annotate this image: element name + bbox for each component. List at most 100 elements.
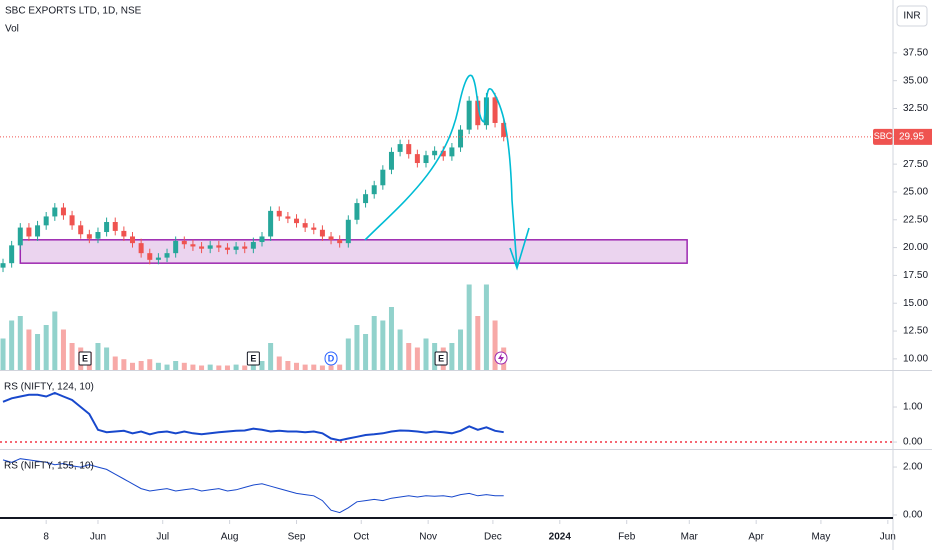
candle-body — [104, 222, 110, 233]
volume-bar — [121, 359, 127, 370]
hand-drawing — [364, 74, 530, 271]
event-label: E — [82, 353, 88, 363]
volume-bar — [371, 316, 377, 370]
volume-bar — [311, 364, 317, 370]
candle-body — [78, 225, 84, 235]
candle-body — [250, 242, 256, 249]
y-tick-label: 37.50 — [903, 47, 928, 58]
candle-body — [458, 129, 464, 148]
volume-bar — [173, 361, 179, 370]
x-tick-label: Aug — [221, 532, 239, 543]
candle-body — [224, 247, 230, 250]
volume-bar — [285, 361, 291, 370]
volume-bar — [345, 338, 351, 370]
candle-body — [173, 240, 179, 254]
volume-bar — [35, 334, 41, 370]
candle-body — [363, 194, 369, 204]
price-box — [894, 128, 932, 145]
volume-bar — [380, 320, 386, 370]
y-tick-label: 17.50 — [903, 270, 928, 281]
volume-bar — [406, 343, 412, 370]
volume-bar — [397, 329, 403, 370]
event-marker — [434, 351, 448, 366]
candle-body — [466, 100, 472, 130]
volume-bar — [207, 364, 213, 370]
symbol-label: SBC — [874, 131, 893, 141]
candle-body — [501, 122, 507, 137]
candle-body — [337, 239, 343, 244]
candle-body — [259, 236, 265, 243]
volume-bar — [164, 364, 170, 370]
candle-body — [164, 253, 170, 258]
event-marker — [78, 351, 92, 366]
y-tick-label: 20.00 — [903, 242, 928, 253]
volume-bar — [9, 320, 15, 370]
y-tick-label: 22.50 — [903, 214, 928, 225]
candle-body — [199, 246, 205, 249]
event-marker — [246, 351, 260, 366]
price-label: 29.95 — [899, 132, 924, 143]
candle-body — [354, 203, 360, 220]
event-marker — [324, 351, 338, 366]
candle-body — [285, 216, 291, 219]
candle-body — [181, 240, 187, 245]
candle-body — [483, 97, 489, 126]
volume-bar — [138, 361, 144, 370]
volume-bar — [354, 325, 360, 370]
y-tick-label: 12.50 — [903, 326, 928, 337]
x-tick-label: Jun — [90, 532, 106, 543]
candle-body — [423, 155, 429, 164]
volume-bar — [17, 316, 23, 370]
lightning — [498, 353, 504, 363]
support-zone — [19, 239, 688, 264]
candle-body — [233, 246, 239, 250]
candle-body — [9, 245, 15, 264]
symbol-box — [873, 128, 893, 145]
volume-bar — [302, 364, 308, 370]
volume-bar — [483, 284, 489, 370]
volume-bar — [475, 316, 481, 370]
candle-body — [86, 234, 92, 239]
volume-bar — [259, 361, 265, 370]
volume-bar — [60, 329, 66, 370]
volume-bar — [466, 284, 472, 370]
currency-box[interactable] — [896, 5, 928, 27]
candle-body — [302, 223, 308, 228]
x-tick-label: Apr — [748, 532, 764, 543]
volume-bar — [388, 307, 394, 370]
candle-body — [26, 227, 32, 237]
overlay: E E D E 29.95 SBC — [0, 128, 932, 366]
candle-body — [207, 245, 213, 249]
plot — [0, 92, 507, 514]
volume-bar — [181, 362, 187, 370]
candle-body — [414, 154, 420, 164]
candle-body — [112, 222, 118, 231]
candle-body — [138, 243, 144, 254]
volume-bar — [112, 356, 118, 370]
volume-bar — [216, 365, 222, 370]
volume-bar — [69, 343, 75, 370]
y-tick-label: 0.00 — [903, 510, 923, 521]
candle-body — [345, 219, 351, 244]
y-tick-label: 1.00 — [903, 402, 923, 413]
volume-bar — [268, 343, 274, 370]
volume-bar — [449, 343, 455, 370]
volume-label: Vol — [5, 24, 19, 35]
volume-bar — [294, 362, 300, 370]
volume-bar — [328, 365, 334, 370]
rs-line — [2, 458, 504, 514]
x-tick-label: Jun — [880, 532, 896, 543]
x-tick-label: Jul — [156, 532, 169, 543]
volume-bar — [233, 364, 239, 370]
chart-title: SBC EXPORTS LTD, 1D, NSE — [5, 6, 142, 17]
candle-body — [17, 227, 23, 246]
volume-bar — [130, 362, 136, 370]
rs-line — [2, 391, 504, 442]
y-tick-label: 27.50 — [903, 159, 928, 170]
y-tick-label: 10.00 — [903, 354, 928, 365]
x-tick-label: 8 — [43, 532, 49, 543]
volume-bar — [0, 338, 6, 370]
x-tick-label: May — [811, 532, 830, 543]
candle-body — [95, 232, 101, 239]
indicator-title: RS (NIFTY, 155, 10) — [4, 461, 94, 472]
